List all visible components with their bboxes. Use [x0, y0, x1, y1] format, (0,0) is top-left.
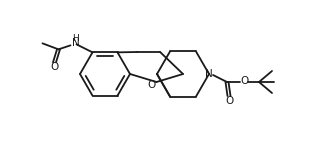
Text: H: H: [72, 34, 79, 43]
Text: O: O: [225, 96, 233, 106]
Text: N: N: [205, 69, 213, 79]
Text: O: O: [50, 62, 59, 72]
Text: O: O: [148, 80, 156, 90]
Text: N: N: [72, 38, 80, 48]
Text: O: O: [240, 76, 248, 86]
